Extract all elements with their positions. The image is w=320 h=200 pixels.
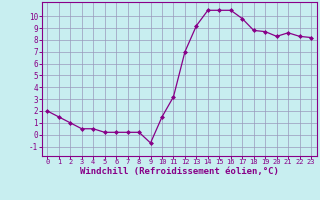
- X-axis label: Windchill (Refroidissement éolien,°C): Windchill (Refroidissement éolien,°C): [80, 167, 279, 176]
